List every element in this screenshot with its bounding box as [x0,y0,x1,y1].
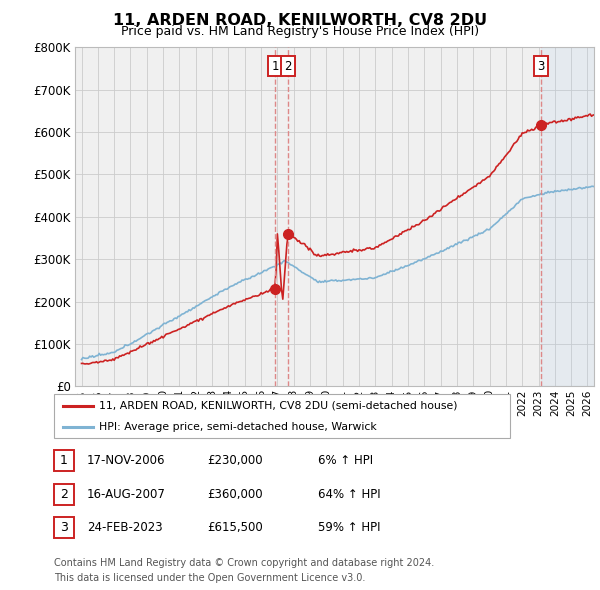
Text: £615,500: £615,500 [207,521,263,535]
Text: This data is licensed under the Open Government Licence v3.0.: This data is licensed under the Open Gov… [54,573,365,583]
Text: HPI: Average price, semi-detached house, Warwick: HPI: Average price, semi-detached house,… [99,422,377,432]
Text: 1: 1 [60,454,68,467]
Text: 11, ARDEN ROAD, KENILWORTH, CV8 2DU: 11, ARDEN ROAD, KENILWORTH, CV8 2DU [113,13,487,28]
Text: 2: 2 [284,60,292,73]
Bar [541,47,600,386]
Text: 64% ↑ HPI: 64% ↑ HPI [318,487,380,501]
Text: 3: 3 [60,521,68,535]
Text: 17-NOV-2006: 17-NOV-2006 [87,454,166,467]
Text: 1: 1 [272,60,279,73]
Text: 6% ↑ HPI: 6% ↑ HPI [318,454,373,467]
Text: £230,000: £230,000 [207,454,263,467]
Text: £360,000: £360,000 [207,487,263,501]
Text: 3: 3 [537,60,544,73]
Text: 24-FEB-2023: 24-FEB-2023 [87,521,163,535]
Text: 11, ARDEN ROAD, KENILWORTH, CV8 2DU (semi-detached house): 11, ARDEN ROAD, KENILWORTH, CV8 2DU (sem… [99,401,458,411]
Bar [541,47,600,386]
Text: 16-AUG-2007: 16-AUG-2007 [87,487,166,501]
Text: Contains HM Land Registry data © Crown copyright and database right 2024.: Contains HM Land Registry data © Crown c… [54,558,434,568]
Text: 2: 2 [60,487,68,501]
Text: Price paid vs. HM Land Registry's House Price Index (HPI): Price paid vs. HM Land Registry's House … [121,25,479,38]
Text: 59% ↑ HPI: 59% ↑ HPI [318,521,380,535]
